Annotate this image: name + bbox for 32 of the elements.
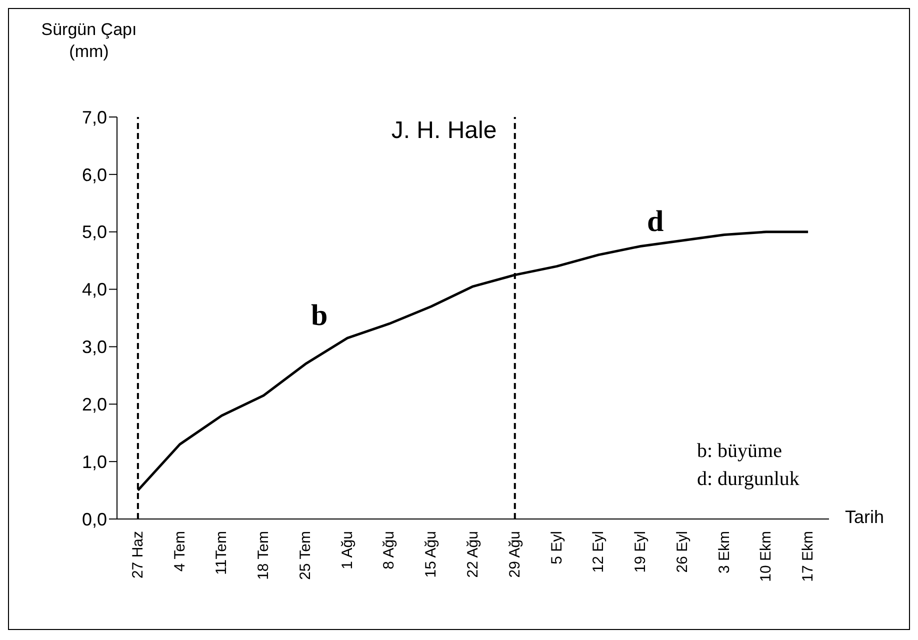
x-tick-label: 4 Tem	[171, 531, 188, 572]
x-tick-label: 25 Tem	[296, 531, 314, 580]
x-tick-label: 3 Ekm	[716, 531, 733, 574]
x-tick-label: 26 Eyl	[674, 531, 691, 573]
y-tick-label: 5,0	[82, 222, 107, 242]
chart-title: J. H. Hale	[390, 117, 498, 145]
x-tick-label: 8 Ağu	[380, 531, 398, 570]
x-tick-label: 29 Ağu	[506, 531, 524, 578]
y-tick-label: 0,0	[82, 509, 107, 530]
y-tick-label: 3,0	[82, 337, 107, 358]
y-tick-label: 2,0	[82, 394, 107, 415]
annotation: d: durgunluk	[697, 467, 800, 492]
x-tick-label: 11Tem	[213, 531, 230, 575]
x-tick-label: 1 Ağu	[338, 531, 356, 570]
annotation: b: büyüme	[697, 439, 783, 464]
y-tick-label: 1,0	[82, 452, 107, 472]
x-tick-label: 27 Haz	[129, 531, 146, 579]
x-tick-label: 5 Eyl	[548, 531, 566, 564]
y-tick-label: 4,0	[82, 280, 107, 300]
x-axis-title: Tarih	[845, 507, 884, 528]
annotation: b	[311, 299, 328, 333]
annotation: d	[647, 205, 664, 239]
y-tick-label: 7,0	[82, 107, 107, 128]
x-tick-label: 10 Ekm	[758, 531, 775, 582]
x-tick-label: 22 Ağu	[464, 531, 482, 578]
y-axis-title: Sürgün Çapı (mm)	[40, 19, 138, 63]
y-tick-label: 6,0	[82, 164, 107, 185]
x-tick-label: 12 Eyl	[590, 531, 608, 573]
x-tick-label: 18 Tem	[255, 531, 272, 580]
x-tick-label: 19 Eyl	[632, 531, 650, 573]
x-tick-label: 15 Ağu	[422, 531, 440, 578]
x-tick-label: 17 Ekm	[800, 531, 817, 582]
